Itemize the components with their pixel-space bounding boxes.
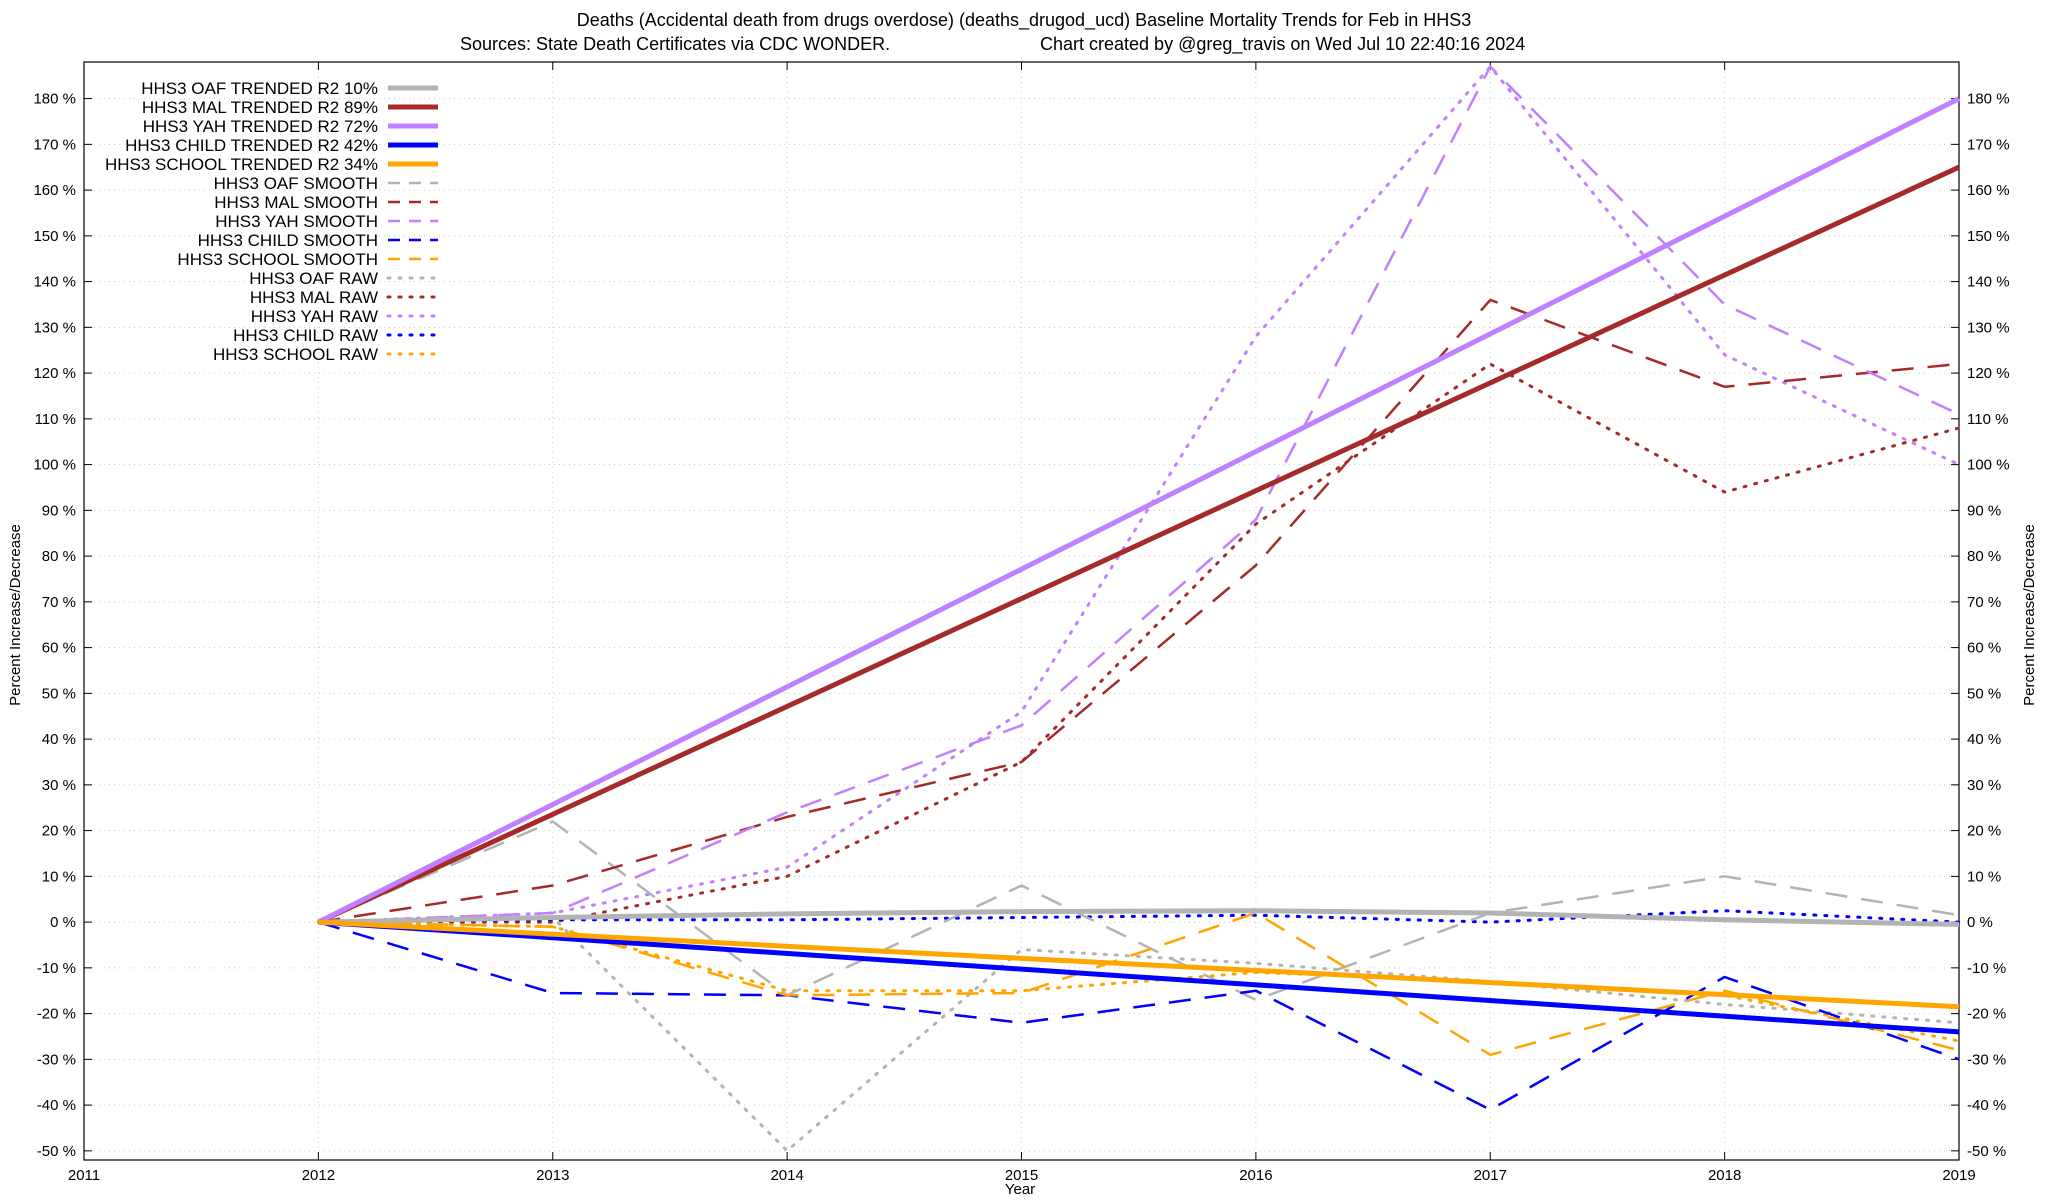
y-tick-label-right: -30 % xyxy=(1967,1051,2006,1068)
y-tick-label-right: 30 % xyxy=(1967,777,2001,794)
legend-label-9: HHS3 SCHOOL SMOOTH xyxy=(177,250,378,269)
x-tick-label: 2012 xyxy=(302,1167,335,1184)
series-line-11 xyxy=(316,362,1961,924)
y-tick-label-left: 150 % xyxy=(33,228,76,245)
x-tick-label: 2019 xyxy=(1942,1167,1975,1184)
y-tick-label-left: 80 % xyxy=(42,548,76,565)
y-tick-label-right: -10 % xyxy=(1967,960,2006,977)
x-tick-label: 2018 xyxy=(1708,1167,1741,1184)
y-tick-label-left: 60 % xyxy=(42,640,76,657)
x-tick-label: 2014 xyxy=(770,1167,803,1184)
y-tick-label-right: 110 % xyxy=(1967,411,2008,428)
legend-label-1: HHS3 MAL TRENDED R2 89% xyxy=(142,98,378,117)
legend-label-6: HHS3 MAL SMOOTH xyxy=(214,193,378,212)
y-tick-label-right: 20 % xyxy=(1967,823,2001,840)
legend-label-5: HHS3 OAF SMOOTH xyxy=(214,174,378,193)
legend-label-14: HHS3 SCHOOL RAW xyxy=(213,345,378,364)
y-tick-label-left: -50 % xyxy=(37,1143,76,1160)
y-tick-label-right: 0 % xyxy=(1967,914,1993,931)
y-tick-label-right: -20 % xyxy=(1967,1006,2006,1023)
series xyxy=(316,65,1961,1153)
x-tick-label: 2016 xyxy=(1239,1167,1272,1184)
x-tick-label: 2017 xyxy=(1474,1167,1507,1184)
y-tick-label-left: 30 % xyxy=(42,777,76,794)
y-tick-label-right: 170 % xyxy=(1967,136,2010,153)
legend-label-0: HHS3 OAF TRENDED R2 10% xyxy=(141,79,378,98)
x-tick-label: 2013 xyxy=(536,1167,569,1184)
y-tick-label-right: -50 % xyxy=(1967,1143,2006,1160)
y-tick-label-left: -40 % xyxy=(37,1097,76,1114)
y-tick-label-left: -30 % xyxy=(37,1051,76,1068)
series-line-10 xyxy=(316,916,1961,1153)
chart-credit: Chart created by @greg_travis on Wed Jul… xyxy=(1040,34,1525,55)
legend-label-4: HHS3 SCHOOL TRENDED R2 34% xyxy=(105,155,378,174)
y-tick-label-right: 180 % xyxy=(1967,91,2010,108)
y-tick-label-left: 10 % xyxy=(42,868,76,885)
legend-label-12: HHS3 YAH RAW xyxy=(251,307,378,326)
series-line-12 xyxy=(316,65,1961,924)
y-tick-label-right: 150 % xyxy=(1967,228,2010,245)
y-tick-label-right: 50 % xyxy=(1967,685,2001,702)
y-tick-label-left: 170 % xyxy=(33,136,76,153)
y-tick-label-left: -10 % xyxy=(37,960,76,977)
y-tick-label-left: 120 % xyxy=(33,365,76,382)
y-tick-label-left: 100 % xyxy=(33,457,76,474)
series-line-2 xyxy=(317,96,1961,925)
y-tick-label-left: 40 % xyxy=(42,731,76,748)
legend-label-8: HHS3 CHILD SMOOTH xyxy=(198,231,378,250)
legend-label-13: HHS3 CHILD RAW xyxy=(233,326,378,345)
y-tick-label-right: 140 % xyxy=(1967,274,2010,291)
legend-label-11: HHS3 MAL RAW xyxy=(250,288,378,307)
y-tick-label-right: 130 % xyxy=(1967,319,2010,336)
series-line-4 xyxy=(318,919,1960,1010)
y-tick-label-left: 0 % xyxy=(50,914,76,931)
series-line-9 xyxy=(318,911,1960,1057)
y-tick-label-right: 40 % xyxy=(1967,731,2001,748)
y-ticks: -50 % -50 % -40 % -40 % -30 % -30 % -20 % -20 %… xyxy=(33,91,2009,1160)
legend: HHS3 OAF TRENDED R2 10%HHS3 MAL TRENDED … xyxy=(105,79,440,364)
y-axis-label-right: Percent Increase/Decrease xyxy=(2021,524,2038,706)
y-tick-label-right: 60 % xyxy=(1967,640,2001,657)
series-line-5 xyxy=(317,820,1960,1002)
x-tick-label: 2015 xyxy=(1005,1167,1038,1184)
y-tick-label-right: 100 % xyxy=(1967,457,2010,474)
legend-label-2: HHS3 YAH TRENDED R2 72% xyxy=(143,117,378,136)
x-ticks: 2011 2012 2013 2014 2015 2016 2017 2018 2019 xyxy=(68,62,1976,1184)
y-tick-label-right: 10 % xyxy=(1967,868,2001,885)
legend-label-7: HHS3 YAH SMOOTH xyxy=(215,212,378,231)
y-tick-label-left: -20 % xyxy=(37,1006,76,1023)
y-tick-label-left: 70 % xyxy=(42,594,76,611)
y-tick-label-left: 130 % xyxy=(33,319,76,336)
y-tick-label-right: 160 % xyxy=(1967,182,2010,199)
y-tick-label-right: -40 % xyxy=(1967,1097,2006,1114)
y-tick-label-right: 70 % xyxy=(1967,594,2001,611)
x-tick-label: 2011 xyxy=(68,1167,100,1184)
y-tick-label-left: 140 % xyxy=(33,274,76,291)
y-tick-label-left: 90 % xyxy=(42,502,76,519)
series-line-8 xyxy=(318,920,1960,1111)
series-line-0 xyxy=(318,908,1960,927)
legend-label-3: HHS3 CHILD TRENDED R2 42% xyxy=(125,136,378,155)
y-tick-label-left: 180 % xyxy=(33,91,76,108)
chart-title: Deaths (Accidental death from drugs over… xyxy=(577,10,1471,31)
legend-label-10: HHS3 OAF RAW xyxy=(249,269,378,288)
chart-sources: Sources: State Death Certificates via CD… xyxy=(460,34,890,54)
y-tick-label-left: 160 % xyxy=(33,182,76,199)
series-line-7 xyxy=(318,65,1960,924)
y-axis-label-left: Percent Increase/Decrease xyxy=(7,524,24,706)
y-tick-label-left: 50 % xyxy=(42,685,76,702)
x-axis-label: Year xyxy=(1005,1181,1035,1198)
y-tick-label-left: 110 % xyxy=(35,411,76,428)
y-tick-label-left: 20 % xyxy=(42,823,76,840)
series-line-1 xyxy=(317,164,1961,925)
y-tick-label-right: 90 % xyxy=(1967,502,2001,519)
y-tick-label-right: 80 % xyxy=(1967,548,2001,565)
series-line-3 xyxy=(318,919,1960,1035)
series-line-6 xyxy=(318,298,1960,924)
y-tick-label-right: 120 % xyxy=(1967,365,2010,382)
